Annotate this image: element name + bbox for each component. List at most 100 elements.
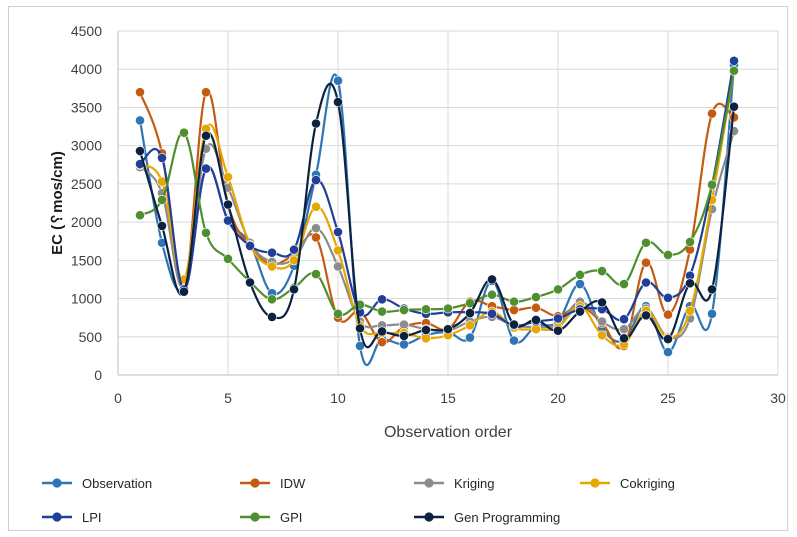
- data-point-gen-programming: [333, 97, 343, 107]
- data-point-idw: [707, 108, 717, 119]
- data-point-cokriging: [685, 305, 695, 316]
- legend-swatch-marker: [424, 478, 434, 488]
- data-point-gen-programming: [663, 334, 673, 344]
- data-point-gen-programming: [509, 319, 519, 330]
- data-point-lpi: [377, 294, 387, 305]
- data-point-gen-programming: [399, 331, 409, 341]
- legend-swatch-marker: [250, 478, 260, 488]
- data-point-gen-programming: [707, 284, 717, 295]
- data-point-gpi: [311, 269, 321, 279]
- x-axis-title: Observation order: [384, 424, 513, 441]
- data-point-idw: [201, 87, 211, 98]
- y-tick-label: 4000: [71, 61, 102, 77]
- data-point-gpi: [179, 127, 189, 138]
- data-point-gen-programming: [377, 326, 387, 337]
- data-point-gpi: [597, 266, 607, 276]
- x-tick-label: 25: [660, 390, 676, 406]
- legend-item-kriging: Kriging: [414, 476, 494, 491]
- data-point-gen-programming: [487, 274, 497, 285]
- data-point-cokriging: [597, 330, 607, 341]
- data-point-gpi: [575, 269, 585, 280]
- data-point-gpi: [707, 179, 717, 190]
- data-point-gen-programming: [729, 101, 739, 112]
- data-point-lpi: [311, 175, 321, 185]
- legend-label: Cokriging: [620, 476, 675, 491]
- data-point-gen-programming: [597, 297, 607, 308]
- data-point-gen-programming: [685, 278, 695, 289]
- data-point-idw: [641, 257, 651, 268]
- data-point-gpi: [465, 298, 475, 309]
- data-point-gpi: [641, 237, 651, 248]
- series-gen-programming: [135, 82, 739, 349]
- legend-item-idw: IDW: [240, 476, 306, 491]
- data-point-idw: [377, 337, 387, 348]
- legend-item-gen-programming: Gen Programming: [414, 510, 560, 525]
- data-point-lpi: [333, 227, 343, 237]
- data-point-lpi: [289, 244, 299, 255]
- data-point-gpi: [531, 292, 541, 302]
- legend-label: LPI: [82, 510, 102, 525]
- y-tick-label: 3500: [71, 99, 102, 115]
- data-point-observation: [465, 332, 475, 343]
- data-point-gen-programming: [531, 315, 541, 325]
- data-point-gpi: [377, 306, 387, 317]
- data-point-observation: [135, 115, 145, 126]
- y-axis-title: EC (␦mos/cm): [49, 151, 66, 255]
- data-point-gen-programming: [267, 312, 277, 322]
- series-lines: [135, 55, 739, 366]
- data-point-idw: [663, 309, 673, 320]
- x-tick-label: 0: [114, 390, 122, 406]
- data-point-idw: [509, 305, 519, 315]
- data-point-observation: [663, 347, 673, 357]
- y-tick-label: 3000: [71, 138, 102, 154]
- tick-labels: 0 500 1000 1500 2000 2500 3000 3500 4000 4500 0 5 10…: [71, 23, 786, 406]
- legend-label: IDW: [280, 476, 306, 491]
- data-point-gpi: [443, 303, 453, 314]
- data-point-gen-programming: [465, 308, 475, 318]
- data-point-gpi: [267, 294, 277, 305]
- legend-swatch-marker: [52, 512, 62, 522]
- legend: Observation IDW Kriging Cokriging LPI GPI Gen …: [42, 476, 675, 525]
- x-tick-label: 10: [330, 390, 346, 406]
- data-point-gpi: [223, 253, 233, 264]
- data-point-gpi: [135, 210, 145, 221]
- data-point-lpi: [245, 240, 255, 251]
- data-point-cokriging: [311, 201, 321, 212]
- data-point-lpi: [487, 308, 497, 319]
- y-tick-label: 500: [79, 329, 103, 345]
- y-tick-label: 2000: [71, 214, 102, 230]
- data-point-lpi: [267, 247, 277, 258]
- legend-swatch-marker: [590, 478, 600, 488]
- data-point-gpi: [685, 237, 695, 247]
- data-point-kriging: [399, 319, 409, 330]
- y-tick-label: 2500: [71, 176, 102, 192]
- data-point-lpi: [729, 55, 739, 66]
- data-point-lpi: [663, 292, 673, 303]
- data-point-observation: [333, 75, 343, 86]
- legend-label: Observation: [82, 476, 152, 491]
- data-point-kriging: [619, 324, 629, 335]
- legend-label: Kriging: [454, 476, 494, 491]
- data-point-gpi: [509, 296, 519, 307]
- series-gpi: [135, 65, 739, 319]
- legend-swatch-marker: [250, 512, 260, 522]
- data-point-gpi: [619, 279, 629, 289]
- data-point-gen-programming: [179, 286, 189, 297]
- data-point-gen-programming: [619, 333, 629, 344]
- y-tick-label: 1000: [71, 291, 102, 307]
- data-point-gpi: [399, 305, 409, 315]
- data-point-gen-programming: [157, 221, 167, 231]
- legend-swatch-marker: [52, 478, 62, 488]
- data-point-lpi: [619, 314, 629, 325]
- data-point-cokriging: [421, 333, 431, 344]
- data-point-idw: [531, 302, 541, 313]
- data-point-observation: [575, 279, 585, 289]
- data-point-gen-programming: [421, 324, 431, 335]
- data-point-lpi: [553, 313, 563, 324]
- data-point-gen-programming: [223, 199, 233, 210]
- legend-swatch-marker: [424, 512, 434, 522]
- data-point-kriging: [597, 316, 607, 327]
- legend-label: Gen Programming: [454, 510, 560, 525]
- data-point-cokriging: [267, 261, 277, 272]
